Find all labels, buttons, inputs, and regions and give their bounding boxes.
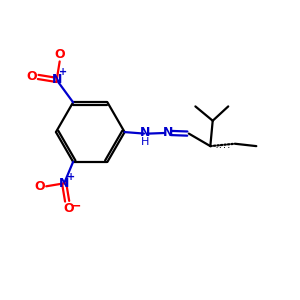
Text: O: O xyxy=(63,202,74,215)
Text: −: − xyxy=(71,199,81,212)
Text: O: O xyxy=(34,180,45,193)
Text: +: + xyxy=(67,172,75,182)
Text: ....: .... xyxy=(214,143,231,149)
Text: H: H xyxy=(141,137,150,147)
Text: N: N xyxy=(162,126,173,139)
Text: O: O xyxy=(54,48,65,62)
Text: +: + xyxy=(59,68,67,77)
Text: N: N xyxy=(140,127,151,140)
Text: N: N xyxy=(52,73,62,86)
Text: N: N xyxy=(59,177,69,190)
Text: O: O xyxy=(26,70,37,83)
